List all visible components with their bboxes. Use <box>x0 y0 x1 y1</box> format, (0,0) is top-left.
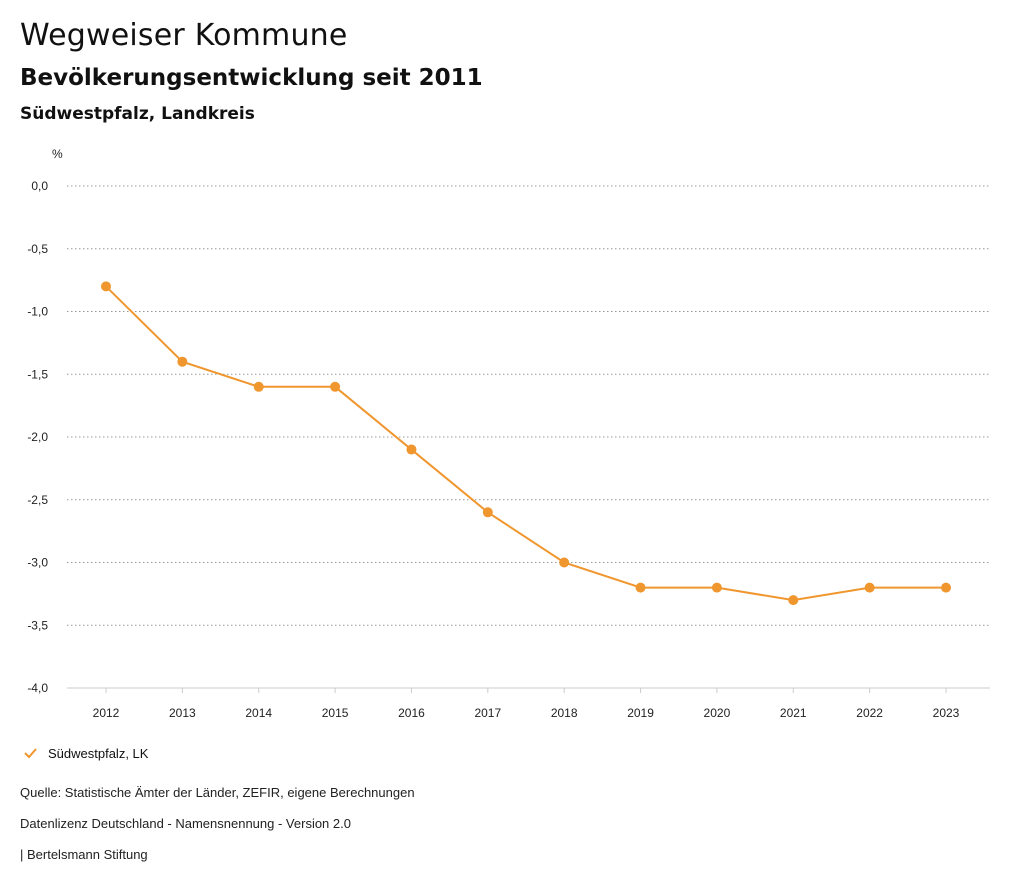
legend-label: Südwestpfalz, LK <box>48 745 149 761</box>
region-name: Südwestpfalz, Landkreis <box>20 104 255 124</box>
data-point <box>559 557 570 568</box>
x-tick-label: 2017 <box>474 706 501 720</box>
x-tick-label: 2022 <box>856 706 883 720</box>
data-point <box>330 381 341 392</box>
data-point <box>864 582 875 593</box>
source-note: Quelle: Statistische Ämter der Länder, Z… <box>20 785 415 800</box>
line-chart: % 0,0 -0,5 -1,0 -1,5 -2,0 -2,5 -3,0 -3,5 -4,0 2012… <box>27 147 990 720</box>
x-tick-label: 2020 <box>704 706 731 720</box>
y-tick-label: -3,0 <box>27 556 48 570</box>
y-tick-label: -3,5 <box>27 618 48 632</box>
series-line <box>105 285 946 602</box>
x-tick-label: 2014 <box>245 706 272 720</box>
data-point <box>482 507 493 518</box>
y-tick-label: -0,5 <box>27 242 48 256</box>
chart-subtitle: Bevölkerungsentwicklung seit 2011 <box>20 65 483 91</box>
data-point <box>635 582 646 593</box>
x-tick-label: 2012 <box>93 706 120 720</box>
x-tick-label: 2023 <box>933 706 960 720</box>
check-icon <box>24 748 37 759</box>
legend-item[interactable]: Südwestpfalz, LK <box>22 745 148 761</box>
y-axis-unit-label: % <box>52 147 63 161</box>
x-tick-label: 2021 <box>780 706 807 720</box>
x-tick-label: 2013 <box>169 706 196 720</box>
data-point <box>101 281 111 292</box>
y-tick-label: 0,0 <box>31 179 48 193</box>
data-point <box>253 381 264 392</box>
y-tick-label: -2,0 <box>27 430 48 444</box>
data-point <box>941 582 951 593</box>
license-note: Datenlizenz Deutschland - Namensnennung … <box>20 816 351 831</box>
y-tick-label: -4,0 <box>27 681 48 695</box>
publisher-note: | Bertelsmann Stiftung <box>20 847 148 862</box>
page-title: Wegweiser Kommune <box>20 18 348 53</box>
x-tick-label: 2018 <box>551 706 578 720</box>
data-point <box>177 356 188 367</box>
x-tick-label: 2015 <box>322 706 349 720</box>
data-point <box>406 444 417 455</box>
y-tick-label: -1,5 <box>27 367 48 381</box>
data-point <box>788 595 799 606</box>
y-tick-label: -2,5 <box>27 493 48 507</box>
data-point <box>711 582 722 593</box>
x-tick-label: 2016 <box>398 706 425 720</box>
y-tick-label: -1,0 <box>27 305 48 319</box>
x-tick-label: 2019 <box>627 706 654 720</box>
